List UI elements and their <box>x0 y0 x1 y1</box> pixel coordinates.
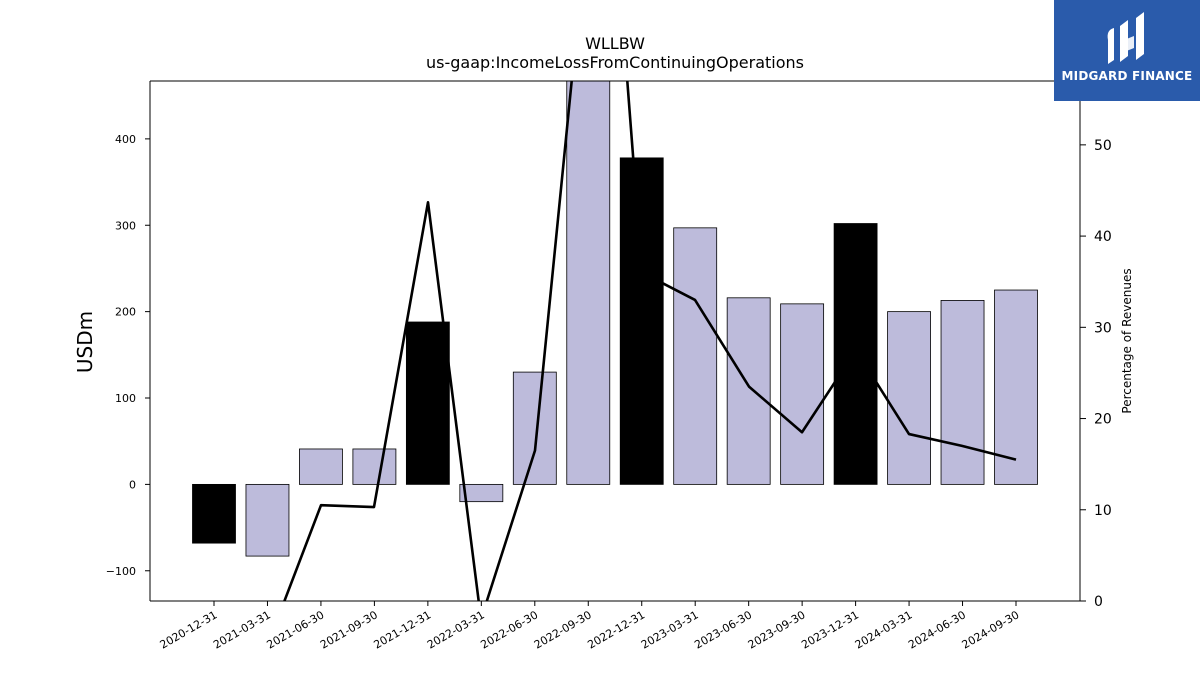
bar-2021-03-31 <box>245 483 290 557</box>
x-tick-label: 2021-12-31 <box>371 608 433 651</box>
bar-2021-06-30 <box>299 448 343 485</box>
y2-axis-label: Percentage of Revenues <box>1120 268 1134 413</box>
y-axis-label: USDm <box>73 311 97 373</box>
y-tick-label: 400 <box>115 133 136 146</box>
bar-2023-12-31 <box>833 223 878 485</box>
x-tick-label: 2024-06-30 <box>906 608 968 651</box>
logo-mark-icon <box>1107 12 1144 64</box>
x-tick-label: 2023-09-30 <box>746 608 808 651</box>
y2-tick-label: 20 <box>1094 412 1112 428</box>
bar-2023-06-30 <box>726 297 771 485</box>
y-tick-label: 0 <box>129 478 136 491</box>
bar-2022-09-30 <box>566 81 611 485</box>
x-tick-label: 2023-03-31 <box>639 608 701 651</box>
line-group <box>283 81 1017 601</box>
x-tick-label: 2023-12-31 <box>799 608 861 651</box>
bar-2024-09-30 <box>994 289 1038 485</box>
x-tick-label: 2022-12-31 <box>585 608 647 651</box>
bar-2024-03-31 <box>887 311 931 485</box>
x-tick-label: 2022-03-31 <box>425 608 487 651</box>
bar-2022-03-31 <box>459 483 504 503</box>
bars-group <box>192 81 1038 557</box>
y2-tick-label: 50 <box>1094 138 1112 154</box>
bar-2023-09-30 <box>780 303 825 485</box>
y2-tick-label: 40 <box>1094 229 1112 245</box>
percentage-line <box>283 81 1017 601</box>
x-tick-label: 2022-09-30 <box>532 608 594 651</box>
x-tick-label: 2024-09-30 <box>960 608 1022 651</box>
x-tick-label: 2021-06-30 <box>265 608 327 651</box>
y2-tick-label: 0 <box>1094 594 1103 610</box>
x-tick-label: 2022-06-30 <box>478 608 540 651</box>
bar-2022-12-31 <box>619 157 664 485</box>
bar-2021-09-30 <box>352 448 397 485</box>
y-tick-label: 100 <box>115 392 136 405</box>
midgard-finance-logo: MIDGARD FINANCE <box>1054 0 1200 101</box>
y-tick-label: 300 <box>115 219 136 232</box>
bar-2022-06-30 <box>512 371 557 485</box>
x-tick-label: 2020-12-31 <box>158 608 220 651</box>
bar-2023-03-31 <box>673 227 718 485</box>
y2-tick-label: 10 <box>1094 503 1112 519</box>
bar-2021-12-31 <box>405 321 450 485</box>
x-tick-label: 2021-03-31 <box>211 608 273 651</box>
bar-2024-06-30 <box>940 300 985 485</box>
y-tick-label: 200 <box>115 306 136 319</box>
x-tick-label: 2021-09-30 <box>318 608 380 651</box>
y2-tick-label: 30 <box>1094 320 1112 336</box>
logo-text: MIDGARD FINANCE <box>1061 69 1193 83</box>
bar-2020-12-31 <box>192 483 236 544</box>
y-tick-label: −100 <box>106 565 136 578</box>
x-tick-label: 2024-03-31 <box>853 608 915 651</box>
chart-subtitle: us-gaap:IncomeLossFromContinuingOperatio… <box>426 53 804 72</box>
x-tick-label: 2023-06-30 <box>692 608 754 651</box>
chart-title: WLLBW <box>585 34 645 53</box>
